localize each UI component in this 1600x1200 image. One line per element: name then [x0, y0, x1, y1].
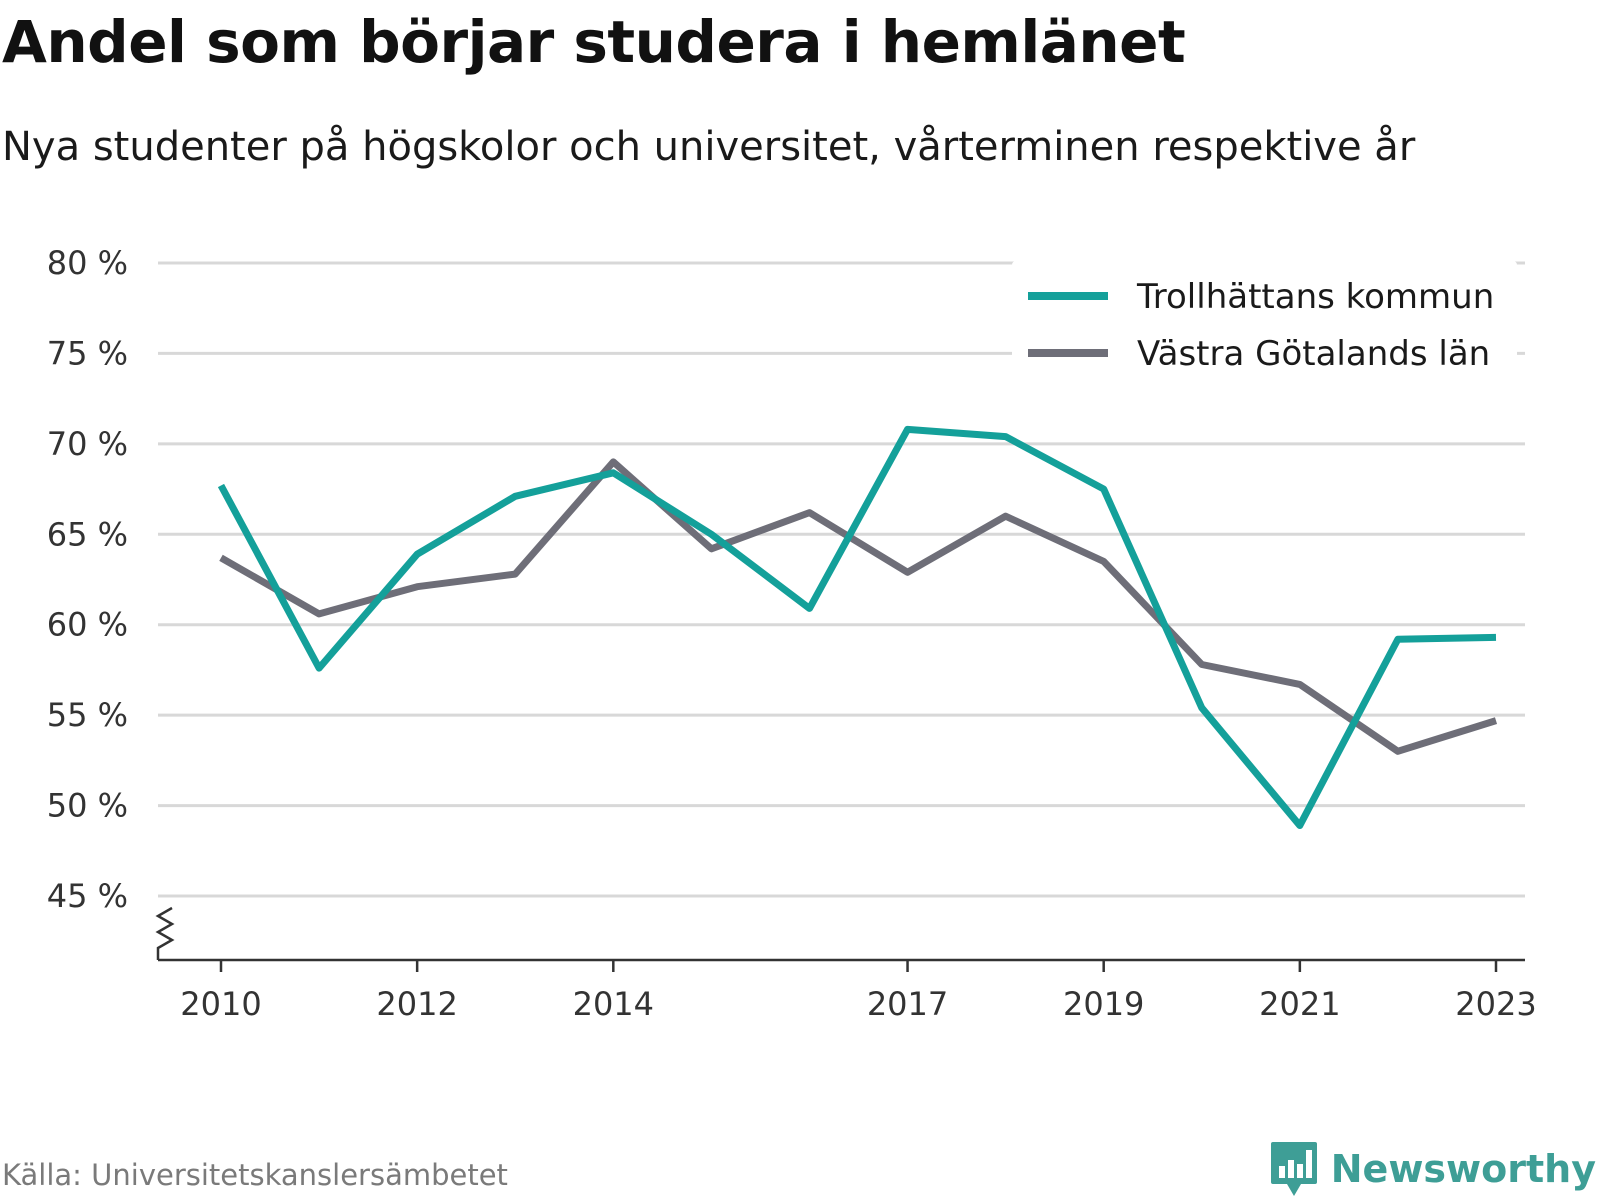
series-lines: [217, 425, 1498, 829]
legend-label: Västra Götalands län: [1137, 334, 1490, 374]
legend: Trollhättans kommun Västra Götalands län: [1012, 261, 1517, 379]
y-tick-label: 55 %: [47, 696, 128, 734]
x-tick-label: 2021: [1259, 985, 1340, 1023]
x-tick-label: 2014: [573, 985, 654, 1023]
chart-title: Andel som börjar studera i hemlänet: [2, 8, 1186, 76]
x-tick-label: 2019: [1063, 985, 1144, 1023]
y-tick-label: 75 %: [47, 334, 128, 372]
source-note: Källa: Universitetskanslersämbetet: [2, 1158, 508, 1192]
axes: [155, 906, 1525, 962]
y-tick-label: 65 %: [47, 515, 128, 553]
y-tick-label: 80 %: [47, 244, 128, 282]
legend-background: [1012, 261, 1517, 379]
x-axis-ticks: 2010 2012 2014 2017 2019 2021 2023: [180, 960, 1537, 1023]
x-tick-label: 2012: [376, 985, 457, 1023]
brand-name: Newsworthy: [1330, 1147, 1596, 1191]
legend-label: Trollhättans kommun: [1136, 277, 1494, 317]
chart-subtitle: Nya studenter på högskolor och universit…: [2, 124, 1416, 170]
y-axis-ticks: 45 % 50 % 55 % 60 % 65 % 70 % 75 % 80 %: [47, 244, 128, 915]
bar-chart-speech-bubble-icon: [1270, 1142, 1317, 1196]
y-tick-label: 45 %: [47, 877, 128, 915]
x-tick-label: 2023: [1455, 985, 1536, 1023]
y-axis-break-mark: [155, 906, 175, 960]
y-tick-label: 50 %: [47, 787, 128, 825]
series-line-0: [217, 425, 1497, 829]
series-line-1: [219, 458, 1498, 755]
y-tick-label: 70 %: [47, 425, 128, 463]
y-tick-label: 60 %: [47, 606, 128, 644]
x-tick-label: 2017: [867, 985, 948, 1023]
x-tick-label: 2010: [180, 985, 261, 1023]
brand-logo: Newsworthy: [1269, 1140, 1596, 1198]
